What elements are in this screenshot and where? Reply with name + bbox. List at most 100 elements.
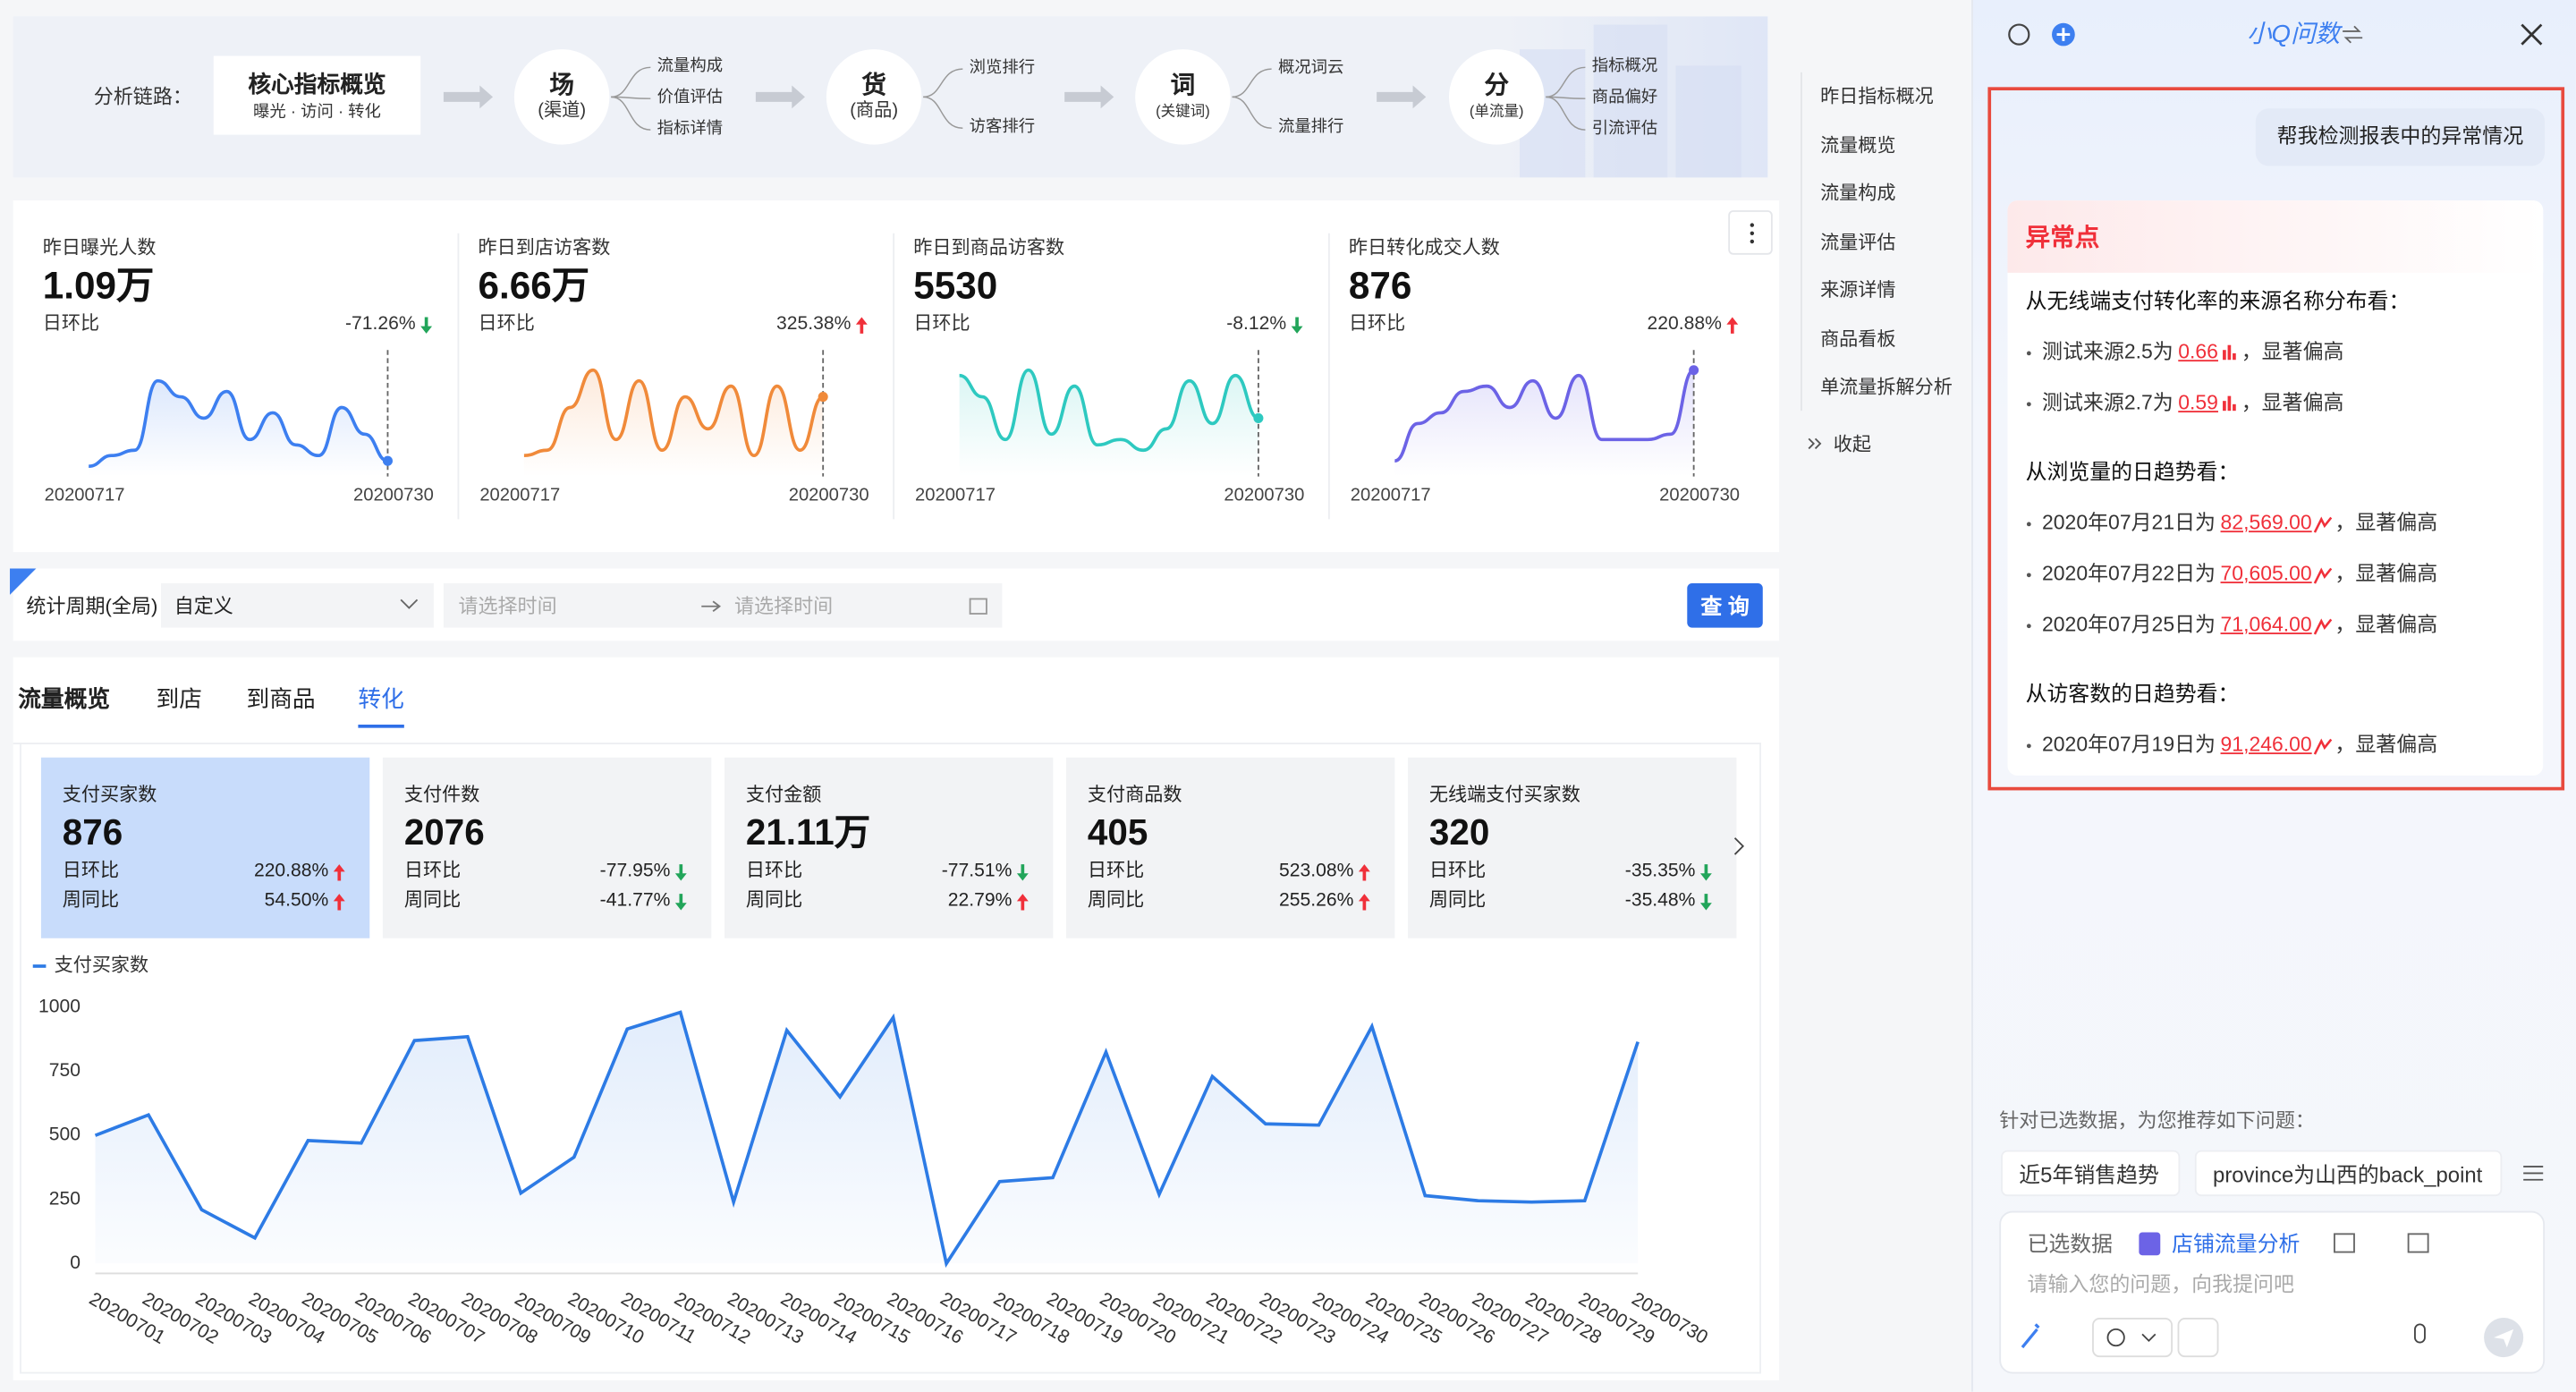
row-value[interactable]: 91,246.00: [2220, 733, 2312, 756]
metric-label: 支付买家数: [62, 785, 157, 806]
dataset-icon: [2139, 1232, 2161, 1256]
chevrons: [1808, 437, 1822, 450]
nav-rail: [1801, 72, 1802, 412]
nav-item[interactable]: 流量评估: [1820, 233, 1896, 253]
kpi-start-date: 20200717: [44, 485, 125, 505]
more-button[interactable]: [1728, 210, 1773, 255]
suggestion-chip[interactable]: province为山西的back_point: [2194, 1150, 2503, 1197]
dataset-name[interactable]: 店铺流量分析: [2172, 1231, 2301, 1257]
trend-arrow: [333, 864, 345, 881]
kpi-change: 220.88%: [1647, 314, 1722, 335]
step-item: 概况词云: [1277, 59, 1344, 78]
row-value[interactable]: 70,605.00: [2220, 562, 2312, 585]
step-circle: [826, 49, 922, 145]
metric-card[interactable]: [382, 757, 712, 938]
collapse-button[interactable]: 收起: [1801, 430, 1883, 463]
anomaly-icon: [2314, 515, 2333, 533]
nav-item[interactable]: 来源详情: [1820, 281, 1896, 301]
dot: [2026, 743, 2031, 748]
arrow-shape: [333, 893, 345, 910]
db: [2139, 1232, 2161, 1256]
spark-line: [959, 368, 1259, 453]
row-value[interactable]: 0.59: [2178, 391, 2218, 414]
trend-arrow: [1016, 893, 1029, 910]
spike-icon: [2314, 737, 2333, 755]
core-title: 核心指标概览: [248, 70, 386, 98]
step-brace: [923, 96, 963, 129]
trend-arrow: [1726, 317, 1739, 334]
bullet: [2026, 743, 2031, 748]
metric-card[interactable]: [1066, 757, 1395, 938]
arrow-shape: [420, 317, 433, 334]
ic: [2334, 1233, 2355, 1253]
bar-icon: [2233, 403, 2237, 411]
end-date-placeholder: 请选择时间: [734, 594, 834, 618]
section-heading: 从访客数的日趋势看：: [2025, 681, 2240, 706]
arrow-shape: [1699, 864, 1712, 881]
row-value[interactable]: 0.66: [2178, 340, 2218, 363]
bar-icon: [2233, 352, 2237, 360]
input-box[interactable]: 已选数据 店铺流量分析 请输入您的问题，向我提问吧: [1999, 1210, 2546, 1374]
query-button[interactable]: 查 询: [1687, 583, 1763, 628]
kpi-panel: [13, 200, 1780, 553]
metric-row-value: -77.95%: [599, 861, 671, 881]
tab[interactable]: 到店: [156, 684, 202, 712]
row-text: 测试来源2.5为: [2042, 340, 2174, 363]
arrow: [701, 600, 722, 612]
nav-item[interactable]: 商品看板: [1820, 329, 1896, 350]
step-circle: [513, 49, 610, 145]
metric-row-value: 255.26%: [1279, 890, 1354, 911]
dot: [1750, 223, 1755, 227]
metric-row-value: -77.51%: [941, 861, 1013, 881]
chevron: [400, 598, 419, 609]
anomaly-icon: [2223, 395, 2237, 411]
kpi-start-date: 20200717: [1350, 485, 1431, 505]
metric-row-label: 日环比: [403, 861, 462, 881]
row-value[interactable]: 71,064.00: [2220, 613, 2312, 636]
nav-item[interactable]: 流量概览: [1820, 135, 1896, 157]
spike-icon: [2314, 617, 2333, 634]
spike-icon: [2314, 515, 2333, 533]
arrow-shape: [674, 893, 687, 910]
row-value[interactable]: 82,569.00: [2220, 511, 2312, 534]
bar-icon: [2223, 400, 2227, 411]
building: [1675, 65, 1741, 178]
active-tab-underline: [358, 724, 404, 728]
result-header-bg: [2007, 200, 2544, 273]
nav-item[interactable]: 流量构成: [1820, 184, 1896, 205]
anomaly-icon: [2223, 344, 2237, 360]
tab[interactable]: 到商品: [246, 684, 316, 712]
metric-card[interactable]: [40, 757, 370, 938]
chain-label: 分析链路：: [93, 85, 192, 109]
dot: [1750, 231, 1755, 236]
kpi-value: 1.09万: [42, 263, 155, 307]
metric-card[interactable]: [1408, 757, 1737, 938]
metric-card[interactable]: [724, 757, 1054, 938]
metric-row-label: 日环比: [745, 861, 803, 881]
period-select[interactable]: [160, 583, 434, 628]
date-range[interactable]: [443, 583, 1003, 628]
suggestion-chip[interactable]: 近5年销售趋势: [2001, 1150, 2181, 1197]
kpi-value: 876: [1348, 263, 1412, 307]
nav-item[interactable]: 单流量拆解分析: [1820, 378, 1953, 398]
arrow-shape: [1016, 864, 1029, 881]
tab[interactable]: 流量概览: [18, 684, 111, 712]
y-tick-label: 750: [49, 1060, 80, 1081]
nav-item[interactable]: 昨日指标概况: [1820, 87, 1934, 107]
arrow-shape: [1699, 893, 1712, 910]
tab[interactable]: 转化: [358, 684, 404, 712]
metric-row-label: 周同比: [403, 890, 462, 911]
spark-line: [523, 368, 824, 458]
anomaly-row: 2020年07月22日为 70,605.00 ，显著偏高: [2026, 560, 2437, 586]
anomaly-row: 2020年07月25日为 71,064.00 ，显著偏高: [2026, 611, 2437, 637]
arrow-shape: [674, 864, 687, 881]
arrow-shape: [1016, 893, 1029, 910]
spark-area: [1394, 369, 1694, 477]
metric-row-label: 周同比: [745, 890, 803, 911]
assistant-title: 小Q问数: [2246, 20, 2341, 49]
metric-row-label: 日环比: [62, 861, 120, 881]
mic: [2414, 1323, 2426, 1344]
arrow-shape: [1291, 317, 1303, 334]
bar-icon: [2223, 349, 2227, 360]
